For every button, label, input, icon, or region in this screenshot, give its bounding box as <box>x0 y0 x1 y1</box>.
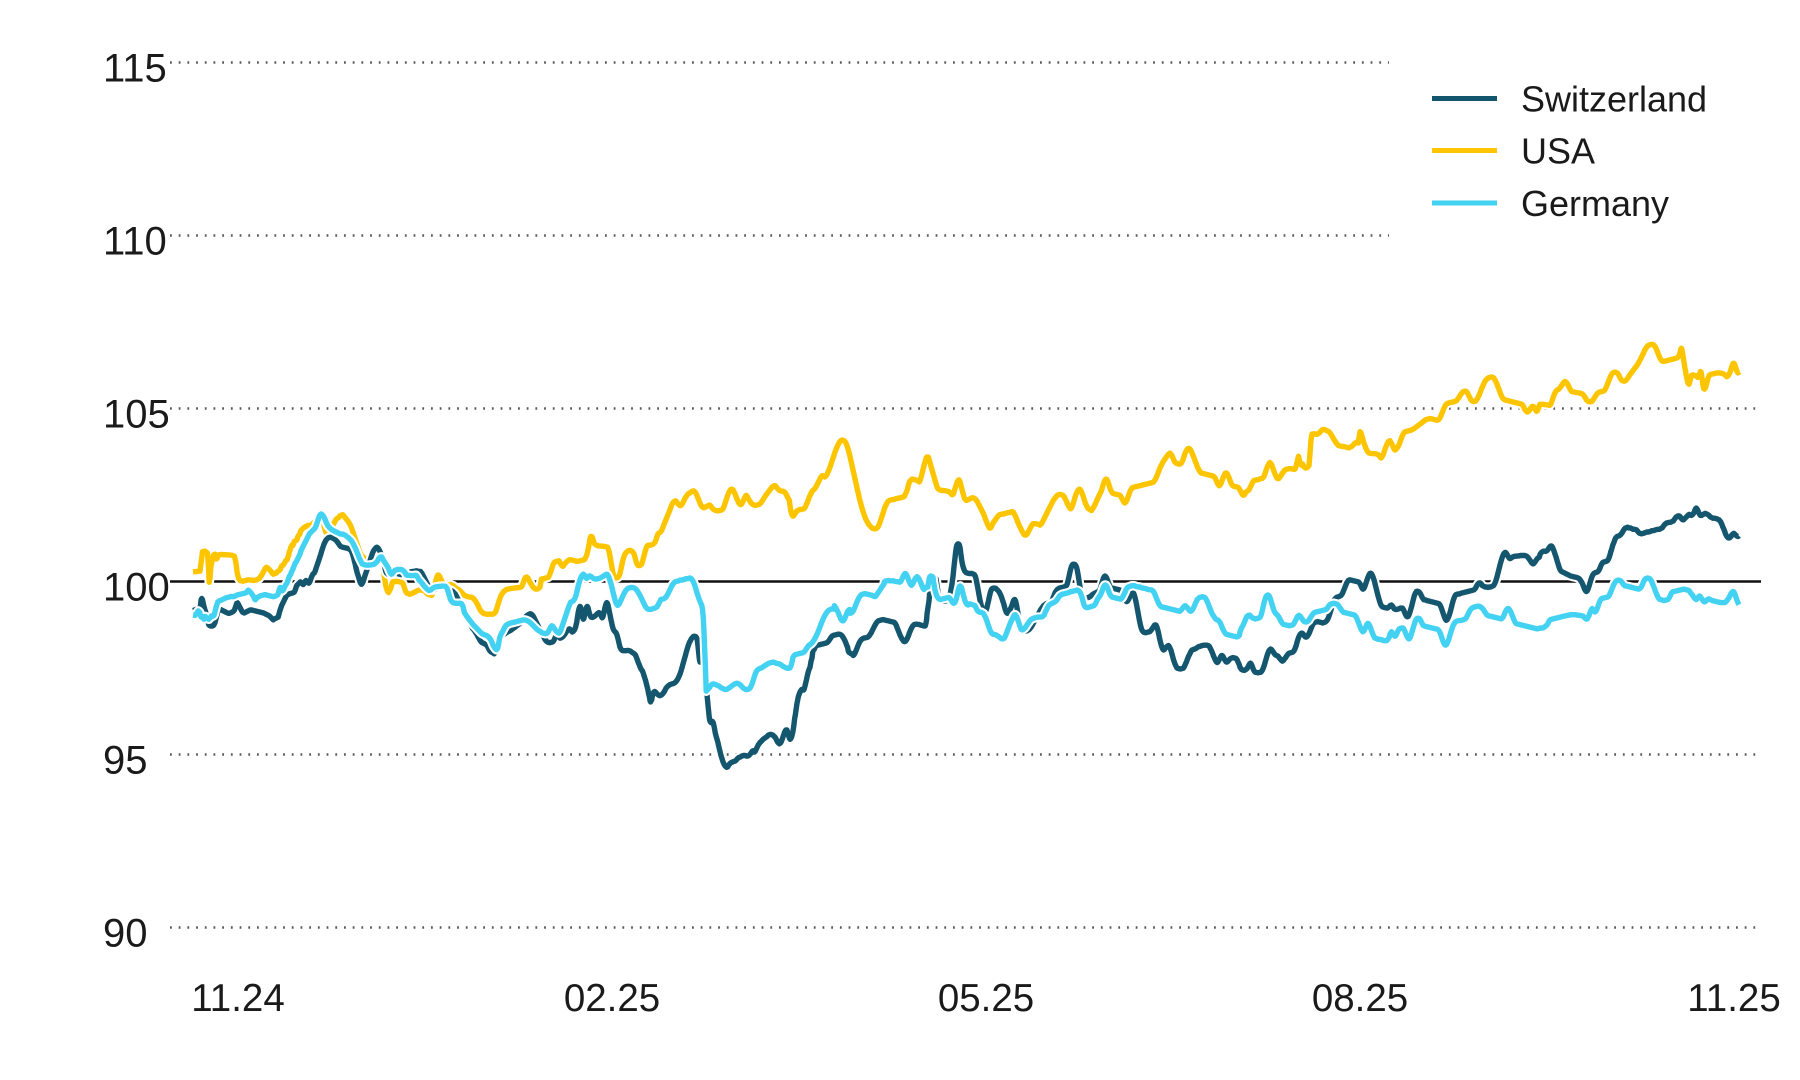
svg-text:Germany: Germany <box>1521 183 1669 224</box>
svg-text:95: 95 <box>103 739 148 783</box>
svg-text:115: 115 <box>103 47 167 91</box>
svg-text:105: 105 <box>103 393 170 437</box>
svg-text:USA: USA <box>1521 131 1595 172</box>
svg-text:90: 90 <box>103 912 148 956</box>
svg-text:11.24: 11.24 <box>191 977 285 1020</box>
svg-text:11.25: 11.25 <box>1687 977 1781 1020</box>
svg-text:05.25: 05.25 <box>938 977 1034 1020</box>
svg-text:08.25: 08.25 <box>1312 977 1408 1020</box>
svg-text:02.25: 02.25 <box>564 977 660 1020</box>
svg-text:Switzerland: Switzerland <box>1521 79 1707 120</box>
svg-text:100: 100 <box>103 566 170 610</box>
svg-text:110: 110 <box>103 220 167 264</box>
